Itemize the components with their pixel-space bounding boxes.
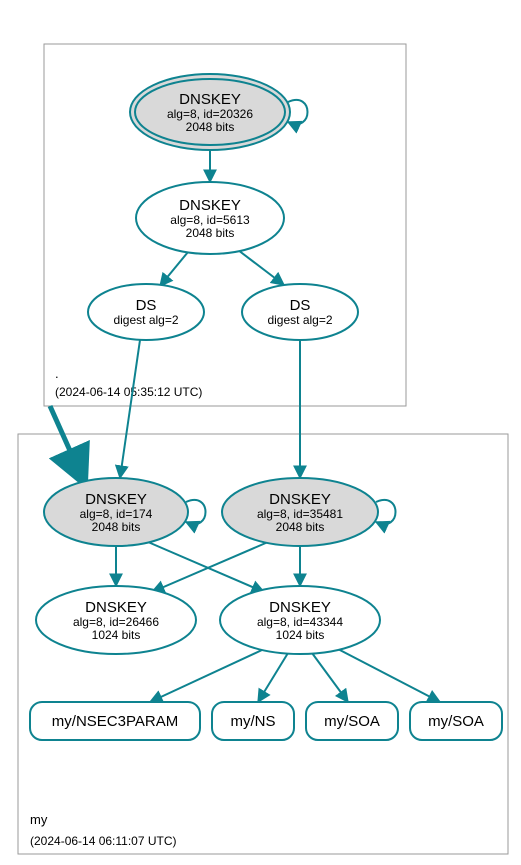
node-title: DNSKEY	[269, 491, 331, 508]
edge	[258, 653, 288, 702]
node-sub2: 2048 bits	[186, 120, 235, 134]
node-sub1: digest alg=2	[113, 313, 178, 327]
node-sub2: 2048 bits	[276, 520, 325, 534]
edge	[148, 542, 264, 592]
node-sub2: 2048 bits	[92, 520, 141, 534]
leaf-label: my/SOA	[428, 713, 484, 730]
leaf-label: my/NS	[231, 713, 276, 730]
edge	[150, 650, 262, 702]
leaf-r3: my/SOA	[306, 702, 398, 740]
node-n7: DNSKEYalg=8, id=264661024 bits	[36, 586, 196, 654]
zone-root-label: .	[55, 366, 59, 381]
node-n6: DNSKEYalg=8, id=354812048 bits	[222, 478, 396, 546]
node-title: DNSKEY	[85, 491, 147, 508]
edge	[238, 250, 284, 285]
node-sub1: alg=8, id=43344	[257, 615, 343, 629]
zone-my-label: my	[30, 812, 48, 827]
leaf-r2: my/NS	[212, 702, 294, 740]
node-n5: DNSKEYalg=8, id=1742048 bits	[44, 478, 206, 546]
edge	[312, 653, 348, 702]
node-n8: DNSKEYalg=8, id=433441024 bits	[220, 586, 380, 654]
node-sub1: alg=8, id=26466	[73, 615, 159, 629]
node-title: DNSKEY	[85, 599, 147, 616]
nodes-group: DNSKEYalg=8, id=203262048 bitsDNSKEYalg=…	[30, 74, 502, 740]
node-sub2: 1024 bits	[92, 628, 141, 642]
leaf-label: my/SOA	[324, 713, 380, 730]
node-sub1: alg=8, id=5613	[170, 213, 250, 227]
node-sub1: alg=8, id=20326	[167, 107, 253, 121]
leaf-r1: my/NSEC3PARAM	[30, 702, 200, 740]
edge	[152, 542, 268, 592]
node-title: DNSKEY	[179, 197, 241, 214]
node-title: DNSKEY	[269, 599, 331, 616]
node-n2: DNSKEYalg=8, id=56132048 bits	[136, 182, 284, 254]
node-sub1: digest alg=2	[267, 313, 332, 327]
node-sub1: alg=8, id=174	[80, 507, 153, 521]
leaf-label: my/NSEC3PARAM	[52, 713, 178, 730]
node-sub1: alg=8, id=35481	[257, 507, 343, 521]
node-title: DNSKEY	[179, 91, 241, 108]
edge	[120, 340, 140, 478]
node-n3: DSdigest alg=2	[88, 284, 204, 340]
node-sub2: 1024 bits	[276, 628, 325, 642]
leaf-r4: my/SOA	[410, 702, 502, 740]
node-title: DS	[290, 297, 311, 314]
edge	[50, 406, 84, 482]
node-title: DS	[136, 297, 157, 314]
node-n1: DNSKEYalg=8, id=203262048 bits	[130, 74, 308, 150]
node-sub2: 2048 bits	[186, 226, 235, 240]
zone-root-timestamp: (2024-06-14 05:35:12 UTC)	[55, 385, 202, 399]
edge	[336, 648, 440, 702]
zone-my-timestamp: (2024-06-14 06:11:07 UTC)	[30, 834, 177, 848]
node-n4: DSdigest alg=2	[242, 284, 358, 340]
edge	[160, 252, 188, 286]
